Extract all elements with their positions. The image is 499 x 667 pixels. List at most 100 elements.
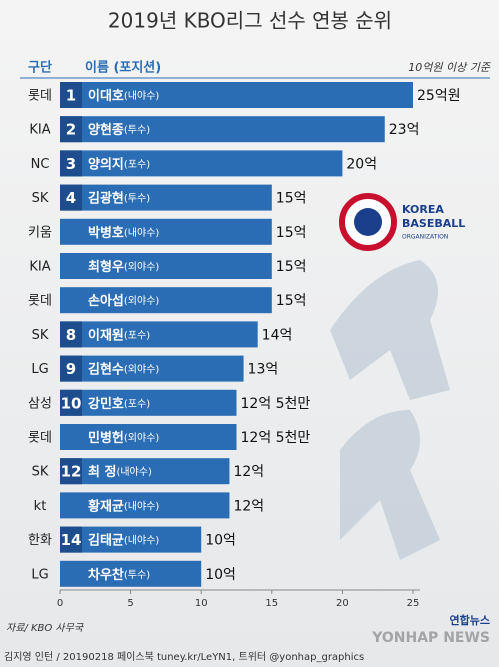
value-label: 10억 [205, 567, 236, 583]
team-label: LG [31, 362, 48, 377]
team-label: 롯데 [28, 294, 52, 309]
bar [60, 116, 385, 143]
rank-box [60, 116, 82, 143]
rank-box [60, 150, 82, 177]
player-position: (투수) [124, 124, 150, 136]
player-name: 김태균 [88, 533, 124, 548]
bar [60, 492, 230, 519]
rank-box [60, 458, 82, 485]
player-name: 이대호 [88, 88, 124, 104]
player-name: 최 정 [88, 464, 116, 480]
value-label: 20억 [346, 156, 377, 172]
rank: 12 [61, 463, 82, 481]
rank-box [60, 389, 82, 416]
rank: 8 [66, 326, 76, 344]
team-label: SK [32, 328, 49, 343]
bar [60, 184, 272, 211]
player-label: 김현수(외야수) [88, 361, 159, 377]
player-position: (내야수) [124, 90, 160, 102]
player-position: (포수) [124, 158, 150, 170]
rank-box [60, 82, 82, 108]
player-name: 김현수 [88, 361, 124, 377]
value-label: 12억 [233, 464, 264, 480]
player-label: 최형우(외야수) [88, 259, 159, 275]
player-label: 민병헌(외야수) [88, 430, 159, 446]
team-label: 롯데 [28, 89, 52, 104]
player-name: 손아섭 [88, 293, 124, 309]
player-position: (포수) [124, 398, 150, 410]
logo-text: BASEBALL [402, 217, 465, 230]
value-label: 12억 [233, 498, 264, 514]
watermark-brand: 연합뉴스 [450, 613, 490, 627]
bar [60, 287, 272, 314]
player-label: 손아섭(외야수) [88, 293, 159, 309]
x-tick-label: 0 [57, 598, 63, 609]
player-position: (포수) [124, 329, 150, 341]
rank-box [60, 355, 82, 382]
player-name: 박병호 [88, 224, 124, 240]
bar [60, 82, 413, 108]
player-position: (내야수) [124, 227, 160, 239]
logo-core [354, 208, 382, 236]
team-label: KIA [29, 260, 50, 275]
player-position: (투수) [124, 193, 150, 205]
player-label: 양의지(포수) [88, 156, 150, 172]
note: 10억원 이상 기준 [408, 61, 491, 74]
player-name: 민병헌 [88, 430, 124, 446]
batter-silhouette [340, 410, 440, 560]
pitcher-silhouette [330, 260, 450, 400]
bar [60, 458, 230, 485]
bar [60, 150, 343, 177]
player-label: 이재원(포수) [88, 327, 150, 343]
player-name: 김광현 [88, 190, 124, 206]
player-label: 황재균(내야수) [88, 498, 159, 514]
player-name: 황재균 [88, 498, 124, 514]
player-label: 이대호(내야수) [88, 88, 159, 104]
player-name: 강민호 [88, 395, 124, 411]
team-label: SK [32, 465, 49, 480]
name-header: 이름 (포지션) [85, 60, 161, 76]
rank: 14 [61, 531, 82, 549]
rank: 9 [66, 360, 76, 378]
value-label: 15억 [276, 293, 307, 309]
team-label: 한화 [28, 533, 52, 548]
player-label: 김태균(내야수) [88, 533, 159, 548]
x-tick-label: 20 [336, 598, 349, 609]
bar [60, 218, 272, 245]
team-label: LG [31, 567, 48, 582]
player-name: 차우찬 [88, 566, 124, 582]
x-tick-label: 10 [195, 598, 208, 609]
value-label: 12억 5천만 [241, 430, 311, 446]
source: 자료/ KBO 사무국 [6, 622, 84, 634]
rank: 4 [66, 189, 76, 207]
player-position: (외야수) [124, 295, 160, 307]
player-label: 최 정(내야수) [88, 464, 152, 480]
team-label: SK [32, 191, 49, 206]
team-label: NC [31, 157, 50, 172]
value-label: 10억 [205, 533, 236, 549]
logo-text: ORGANIZATION [402, 234, 448, 241]
team-label: KIA [29, 123, 50, 138]
rank: 10 [61, 394, 82, 412]
team-label: 삼성 [28, 396, 52, 411]
x-tick-label: 15 [265, 598, 278, 609]
player-name: 최형우 [88, 259, 124, 275]
player-name: 이재원 [88, 327, 124, 343]
chart-title: 2019년 KBO리그 선수 연봉 순위 [108, 9, 392, 33]
team-label: 키움 [28, 225, 52, 240]
value-label: 15억 [276, 259, 307, 275]
player-position: (내야수) [124, 500, 160, 512]
rank-box [60, 184, 82, 211]
x-tick-label: 5 [127, 598, 133, 609]
value-label: 25억원 [417, 88, 461, 104]
rank: 3 [66, 155, 76, 173]
team-header: 구단 [28, 60, 52, 76]
player-position: (내야수) [124, 535, 160, 547]
player-label: 박병호(내야수) [88, 224, 159, 240]
value-label: 14억 [262, 327, 293, 343]
value-label: 12억 5천만 [241, 396, 311, 412]
watermark: YONHAP NEWS [371, 630, 490, 646]
bar [60, 424, 237, 450]
player-name: 양현종 [88, 122, 124, 138]
bar [60, 253, 272, 279]
